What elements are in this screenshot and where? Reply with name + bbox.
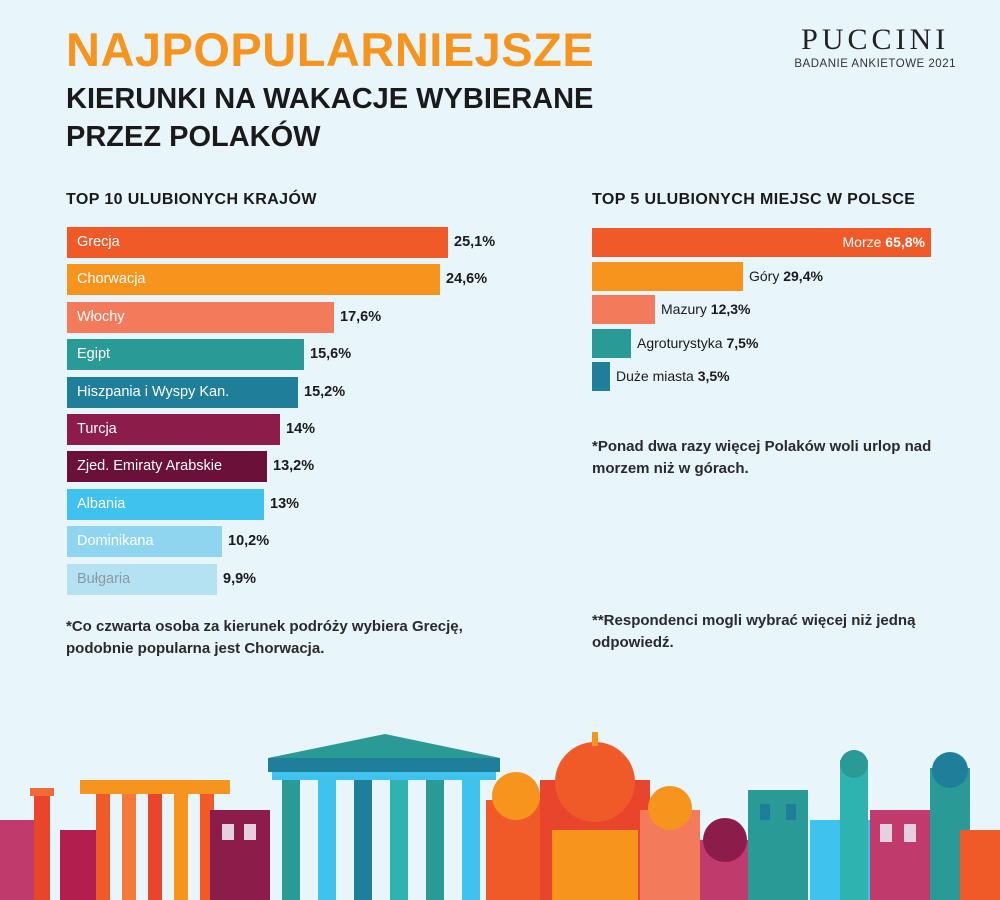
note-multiple-answers: **Respondenci mogli wybrać więcej niż je… — [592, 612, 916, 651]
country-bar — [67, 339, 304, 370]
country-bar-label: Zjed. Emiraty Arabskie — [77, 458, 223, 474]
country-bar-label: Albania — [77, 496, 126, 512]
country-bar — [67, 564, 217, 595]
country-bar-value: 17,6% — [340, 309, 382, 325]
page-title: NAJPOPULARNIEJSZE — [66, 23, 595, 76]
poland-bar-value: 29,4% — [783, 268, 823, 284]
poland-bar-category: Mazury — [661, 301, 711, 317]
country-bar-value: 15,2% — [304, 384, 346, 400]
poland-bar-value: 7,5% — [726, 335, 759, 351]
poland-bar-label: Agroturystyka 7,5% — [637, 329, 758, 357]
poland-bar-label: Duże miasta 3,5% — [616, 362, 730, 390]
poland-bar-value: 12,3% — [710, 301, 751, 317]
brand-subtitle: BADANIE ANKIETOWE 2021 — [794, 58, 956, 70]
country-bar-label: Turcja — [77, 421, 117, 437]
poland-bar-category: Duże miasta — [616, 368, 698, 384]
poland-bar — [592, 262, 743, 291]
country-bar-label: Hiszpania i Wyspy Kan. — [77, 384, 230, 400]
poland-bar — [592, 329, 631, 358]
poland-bar — [592, 228, 931, 257]
country-bar-value: 13,2% — [273, 458, 315, 474]
brand-name: PUCCINI — [801, 23, 950, 56]
poland-bar-label: Mazury 12,3% — [661, 295, 751, 323]
poland-bar-value: 3,5% — [697, 368, 730, 384]
poland-bar-category: Góry — [749, 268, 784, 284]
country-bar — [67, 451, 267, 482]
country-bar — [67, 264, 440, 295]
poland-bar-category: Morze — [842, 234, 886, 250]
note-greece: *Co czwarta osoba za kierunek podróży wy… — [66, 618, 463, 657]
brand-logo: PUCCINI BADANIE ANKIETOWE 2021 — [794, 23, 956, 71]
country-bar-value: 25,1% — [454, 234, 496, 250]
poland-bar — [592, 362, 610, 391]
poland-bar-label: Morze 65,8% — [843, 228, 926, 256]
country-bar-value: 13% — [270, 496, 300, 512]
poland-bar-value: 65,8% — [885, 234, 925, 250]
country-bar-label: Dominikana — [77, 533, 154, 549]
country-bar-label: Grecja — [77, 234, 120, 250]
country-bar — [67, 414, 280, 445]
country-bar-value: 9,9% — [223, 571, 257, 587]
country-bar-label: Egipt — [77, 346, 111, 362]
country-bar — [67, 526, 222, 557]
city-skyline-illustration — [0, 732, 1000, 900]
poland-bar-label: Góry 29,4% — [749, 262, 823, 290]
country-bar-value: 14% — [286, 421, 316, 437]
page-subtitle: KIERUNKI NA WAKACJE WYBIERANE PRZEZ POLA… — [66, 83, 594, 153]
countries-chart-title: TOP 10 ULUBIONYCH KRAJÓW — [66, 191, 317, 208]
country-bar — [67, 227, 448, 258]
poland-chart-title: TOP 5 ULUBIONYCH MIEJSC W POLSCE — [592, 191, 916, 208]
country-bar-label: Włochy — [77, 309, 125, 325]
country-bar-label: Bułgaria — [77, 571, 131, 587]
country-bar-value: 24,6% — [446, 271, 488, 287]
country-bar — [67, 377, 298, 408]
country-bar — [67, 489, 264, 520]
poland-bar — [592, 295, 655, 324]
note-sea-vs-mountains: *Ponad dwa razy więcej Polaków woli urlo… — [592, 438, 932, 477]
poland-bar-category: Agroturystyka — [637, 335, 727, 351]
country-bar-value: 10,2% — [228, 533, 270, 549]
country-bar-label: Chorwacja — [77, 271, 146, 287]
country-bar — [67, 302, 334, 333]
country-bar-value: 15,6% — [310, 346, 352, 362]
